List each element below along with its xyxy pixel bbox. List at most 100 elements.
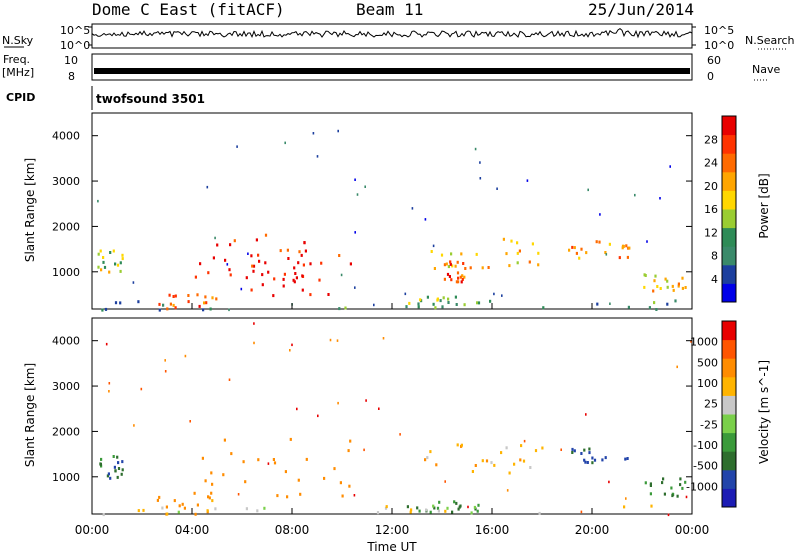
rti-cell <box>256 509 259 513</box>
rti-cell <box>416 506 419 510</box>
rti-cell <box>272 294 275 298</box>
rti-cell <box>417 305 420 309</box>
colorbar-tick-label: -500 <box>693 460 718 473</box>
rti-cell <box>443 277 446 281</box>
rti-cell <box>245 507 248 511</box>
colorbar-tick-label: 20 <box>704 180 718 193</box>
rti-cell <box>410 508 413 512</box>
rti-noise-cell <box>634 193 636 197</box>
rti-noise-cell <box>404 292 407 296</box>
nave-tick-high: 60 <box>707 54 721 67</box>
nsearch-label: N.Search <box>745 34 795 47</box>
rti-cell <box>588 451 591 455</box>
rti-noise-cell <box>228 378 231 381</box>
freq-panel: Freq. [MHz] 10 8 60 0 Nave <box>2 53 780 83</box>
rti-noise-cell <box>526 179 529 182</box>
nave-label: Nave <box>752 63 780 76</box>
rti-cell <box>349 262 352 266</box>
rti-cell <box>473 505 476 509</box>
rti-cell <box>166 307 169 311</box>
rti-cell <box>230 452 233 456</box>
nsky-trace <box>91 27 693 39</box>
rti-cell <box>174 306 177 310</box>
rti-cell <box>429 510 432 514</box>
rti-cell <box>447 301 450 304</box>
rti-cell <box>205 301 208 305</box>
rti-cell <box>453 500 456 504</box>
rti-cell <box>443 263 446 267</box>
rti-cell <box>156 498 159 502</box>
rti-cell <box>261 273 264 277</box>
rti-cell <box>196 503 199 507</box>
rti-cell <box>608 242 611 246</box>
rti-cell <box>344 306 347 310</box>
rti-cell <box>450 278 453 282</box>
rti-noise-cell <box>214 236 216 240</box>
rti-noise-cell <box>356 193 359 196</box>
rti-noise-cell <box>289 349 291 352</box>
rti-cell <box>618 256 621 260</box>
rti-cell <box>405 305 408 309</box>
rti-cell <box>267 270 270 274</box>
y-tick-label: 4000 <box>52 130 80 143</box>
rti-cell <box>114 301 118 305</box>
rti-noise-cell <box>479 177 482 180</box>
rti-cell <box>433 506 436 510</box>
rti-cell <box>103 265 107 269</box>
rti-cell <box>376 511 380 515</box>
rti-cell <box>323 476 326 480</box>
rti-cell <box>297 261 300 265</box>
rti-cell <box>418 509 421 513</box>
rti-cell <box>471 470 474 473</box>
rti-cell <box>181 502 184 506</box>
rti-cell <box>263 506 266 510</box>
rti-noise-cell <box>587 188 589 192</box>
rti-cell <box>593 458 597 462</box>
rti-cell <box>442 296 445 300</box>
rti-cell <box>475 252 478 256</box>
x-tick-label: 08:00 <box>275 523 310 537</box>
rti-cell <box>435 463 438 467</box>
rti-cell <box>119 301 122 305</box>
rti-cell <box>255 238 258 242</box>
rti-cell <box>441 305 444 309</box>
rti-cell <box>500 451 503 455</box>
rti-noise-cell <box>140 387 143 391</box>
rti-cell <box>245 276 248 280</box>
cpid-label: CPID <box>6 91 35 104</box>
velocity-ylabel: Slant Range [km] <box>23 363 37 467</box>
rti-noise-cell <box>108 390 110 393</box>
colorbar-swatch <box>722 414 736 434</box>
power-ylabel: Slant Range [km] <box>23 158 37 262</box>
rti-noise-cell <box>354 286 356 289</box>
colorbar-swatch <box>722 358 736 378</box>
rti-cell <box>450 252 453 256</box>
rti-cell <box>97 252 100 256</box>
rti-cell <box>272 458 275 461</box>
rti-cell <box>436 506 440 510</box>
rti-noise-cell <box>479 161 481 164</box>
rti-cell <box>432 504 435 508</box>
rti-cell <box>120 472 123 476</box>
rti-cell <box>99 249 102 253</box>
rti-cell <box>598 240 601 244</box>
rti-cell <box>505 446 508 450</box>
colorbar-tick-label: 100 <box>697 377 718 390</box>
rti-cell <box>644 481 647 485</box>
rti-noise-cell <box>354 178 356 181</box>
rti-cell <box>477 503 480 507</box>
cpid-row: CPID twofsound 3501 <box>6 86 205 110</box>
rti-cell <box>455 280 458 284</box>
rti-cell <box>309 293 312 297</box>
rti-cell <box>305 457 308 461</box>
rti-noise-cell <box>373 303 375 307</box>
rti-cell <box>210 491 213 495</box>
rti-noise-cell <box>247 252 249 255</box>
rti-noise-cell <box>496 187 498 190</box>
rti-cell <box>542 306 545 310</box>
rti-cell <box>210 471 213 475</box>
rti-cell <box>449 260 452 264</box>
rti-cell <box>518 249 521 253</box>
rti-cell <box>100 464 103 468</box>
